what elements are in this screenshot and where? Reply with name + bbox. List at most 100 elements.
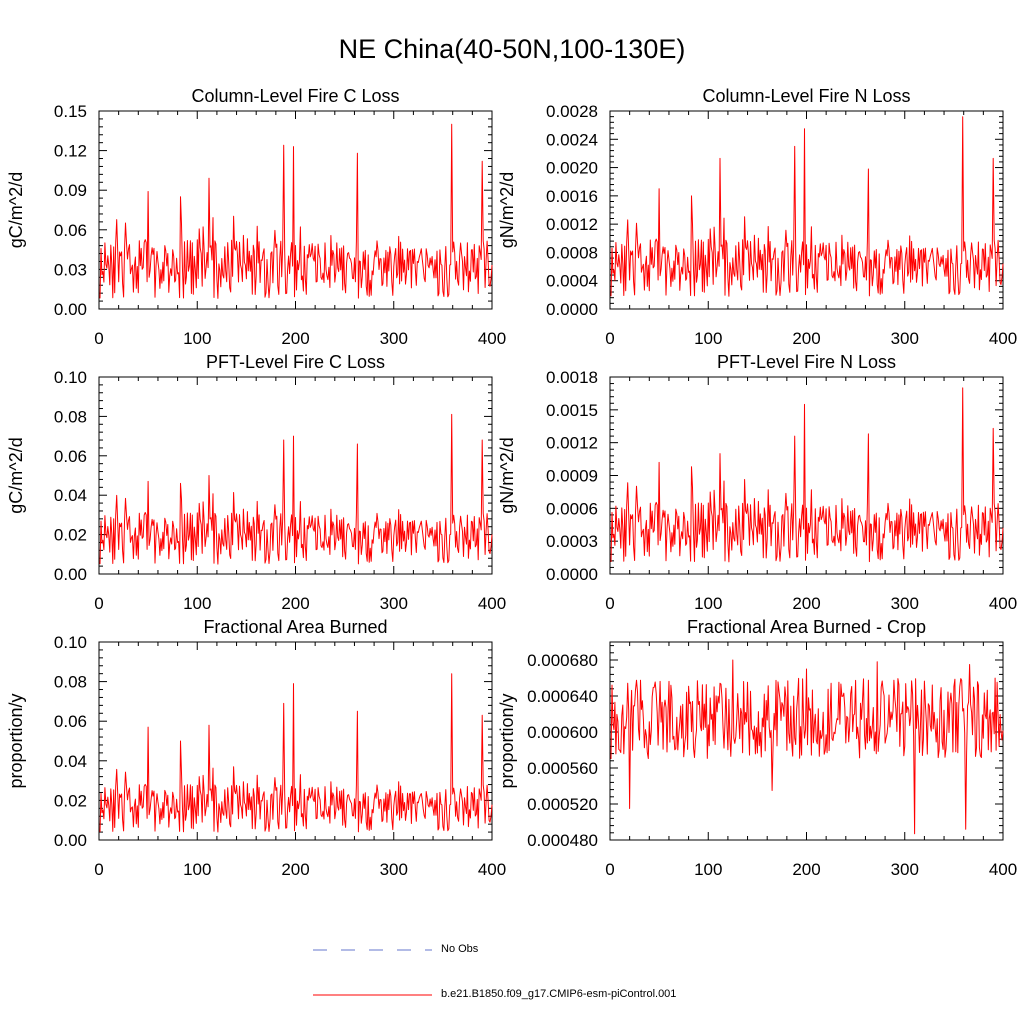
chart-panel-6: Fractional Area Burned - Crop proportion/… — [497, 617, 1017, 879]
y-tick-label: 0.0018 — [546, 368, 598, 387]
x-tick-label: 100 — [183, 329, 211, 348]
x-tick-label: 300 — [380, 329, 408, 348]
y-tick-label: 0.06 — [54, 221, 87, 240]
y-tick-label: 0.09 — [54, 181, 87, 200]
y-tick-label: 0.0015 — [546, 401, 598, 420]
x-tick-label: 0 — [94, 329, 103, 348]
series-line — [610, 387, 1004, 563]
plot-frame — [609, 376, 1004, 575]
y-tick-label: 0.000640 — [527, 687, 598, 706]
series-line — [99, 123, 493, 299]
chart-panel-3: PFT-Level Fire C Loss gC/m^2/d 0 100 200 300 4… — [6, 352, 506, 613]
x-tick-label: 400 — [478, 329, 506, 348]
x-tick-label: 200 — [792, 329, 820, 348]
series-line — [610, 116, 1004, 297]
y-tick-label: 0.02 — [54, 526, 87, 545]
plot-frame — [98, 110, 493, 310]
y-axis-label: gC/m^2/d — [6, 437, 26, 513]
y-tick-label: 0.0004 — [546, 272, 598, 291]
chart-panel-5: Fractional Area Burned proportion/y 0 100 20… — [6, 617, 506, 879]
y-axis-label: gC/m^2/d — [6, 172, 26, 248]
y-tick-label: 0.08 — [54, 407, 87, 426]
x-tick-label: 0 — [605, 594, 614, 613]
x-tick-label: 0 — [605, 860, 614, 879]
y-tick-label: 0.00 — [54, 831, 87, 850]
y-tick-label: 0.03 — [54, 260, 87, 279]
x-tick-label: 400 — [989, 860, 1017, 879]
x-tick-label: 200 — [792, 860, 820, 879]
y-tick-label: 0.15 — [54, 102, 87, 121]
x-tick-label: 300 — [380, 594, 408, 613]
x-tick-label: 200 — [281, 860, 309, 879]
y-tick-label: 0.0009 — [546, 467, 598, 486]
x-tick-label: 300 — [891, 594, 919, 613]
panel-title: Fractional Area Burned - Crop — [687, 617, 926, 637]
plot-frame — [98, 376, 493, 575]
y-tick-label: 0.02 — [54, 791, 87, 810]
x-tick-label: 0 — [605, 329, 614, 348]
panel-title: Fractional Area Burned — [203, 617, 387, 637]
y-tick-label: 0.0006 — [546, 499, 598, 518]
y-axis-label: gN/m^2/d — [497, 172, 517, 248]
y-tick-label: 0.0003 — [546, 532, 598, 551]
y-tick-label: 0.000600 — [527, 723, 598, 742]
page-title: NE China(40-50N,100-130E) — [338, 34, 686, 64]
y-tick-label: 0.0016 — [546, 187, 598, 206]
chart-panel-4: PFT-Level Fire N Loss gN/m^2/d 0 100 200 300 4… — [497, 352, 1017, 613]
y-tick-label: 0.06 — [54, 712, 87, 731]
y-tick-label: 0.0000 — [546, 300, 598, 319]
chart-panel-1: Column-Level Fire C Loss gC/m^2/d 0 100 200 3… — [6, 86, 506, 348]
y-tick-label: 0.00 — [54, 300, 87, 319]
y-tick-label: 0.0008 — [546, 243, 598, 262]
x-tick-label: 100 — [694, 329, 722, 348]
panel-title: Column-Level Fire N Loss — [702, 86, 910, 106]
y-tick-label: 0.0012 — [546, 434, 598, 453]
panel-title: PFT-Level Fire C Loss — [206, 352, 385, 372]
y-tick-label: 0.000560 — [527, 759, 598, 778]
panel-title: PFT-Level Fire N Loss — [717, 352, 896, 372]
y-tick-label: 0.00 — [54, 565, 87, 584]
x-tick-label: 200 — [281, 329, 309, 348]
x-tick-label: 100 — [183, 594, 211, 613]
y-axis-label: proportion/y — [6, 693, 26, 788]
y-tick-label: 0.10 — [54, 368, 87, 387]
x-tick-label: 100 — [694, 860, 722, 879]
series-line — [99, 673, 493, 833]
y-tick-label: 0.0020 — [546, 159, 598, 178]
x-tick-label: 100 — [183, 860, 211, 879]
y-tick-label: 0.0024 — [546, 130, 598, 149]
y-tick-label: 0.10 — [54, 633, 87, 652]
y-tick-label: 0.08 — [54, 673, 87, 692]
y-tick-label: 0.000480 — [527, 831, 598, 850]
series-line — [99, 413, 493, 565]
x-tick-label: 400 — [478, 594, 506, 613]
y-tick-label: 0.0012 — [546, 215, 598, 234]
legend-obs-label: No Obs — [441, 943, 479, 955]
y-axis-label: gN/m^2/d — [497, 437, 517, 513]
y-tick-label: 0.12 — [54, 142, 87, 161]
chart-panel-2: Column-Level Fire N Loss gN/m^2/d 0 100 200 3… — [497, 86, 1017, 348]
series-line — [610, 659, 1004, 835]
x-tick-label: 200 — [792, 594, 820, 613]
x-tick-label: 0 — [94, 860, 103, 879]
x-tick-label: 400 — [989, 594, 1017, 613]
plot-frame — [609, 110, 1004, 310]
y-tick-label: 0.06 — [54, 447, 87, 466]
x-tick-label: 200 — [281, 594, 309, 613]
panel-title: Column-Level Fire C Loss — [191, 86, 399, 106]
y-tick-label: 0.0000 — [546, 565, 598, 584]
x-tick-label: 300 — [891, 329, 919, 348]
y-tick-label: 0.000680 — [527, 651, 598, 670]
x-tick-label: 400 — [478, 860, 506, 879]
x-tick-label: 300 — [380, 860, 408, 879]
y-tick-label: 0.000520 — [527, 795, 598, 814]
x-tick-label: 400 — [989, 329, 1017, 348]
x-tick-label: 100 — [694, 594, 722, 613]
x-tick-label: 0 — [94, 594, 103, 613]
legend-model-label: b.e21.B1850.f09_g17.CMIP6-esm-piControl.… — [441, 988, 677, 1000]
y-tick-label: 0.0028 — [546, 102, 598, 121]
x-tick-label: 300 — [891, 860, 919, 879]
y-tick-label: 0.04 — [54, 752, 87, 771]
y-axis-label: proportion/y — [497, 693, 517, 788]
